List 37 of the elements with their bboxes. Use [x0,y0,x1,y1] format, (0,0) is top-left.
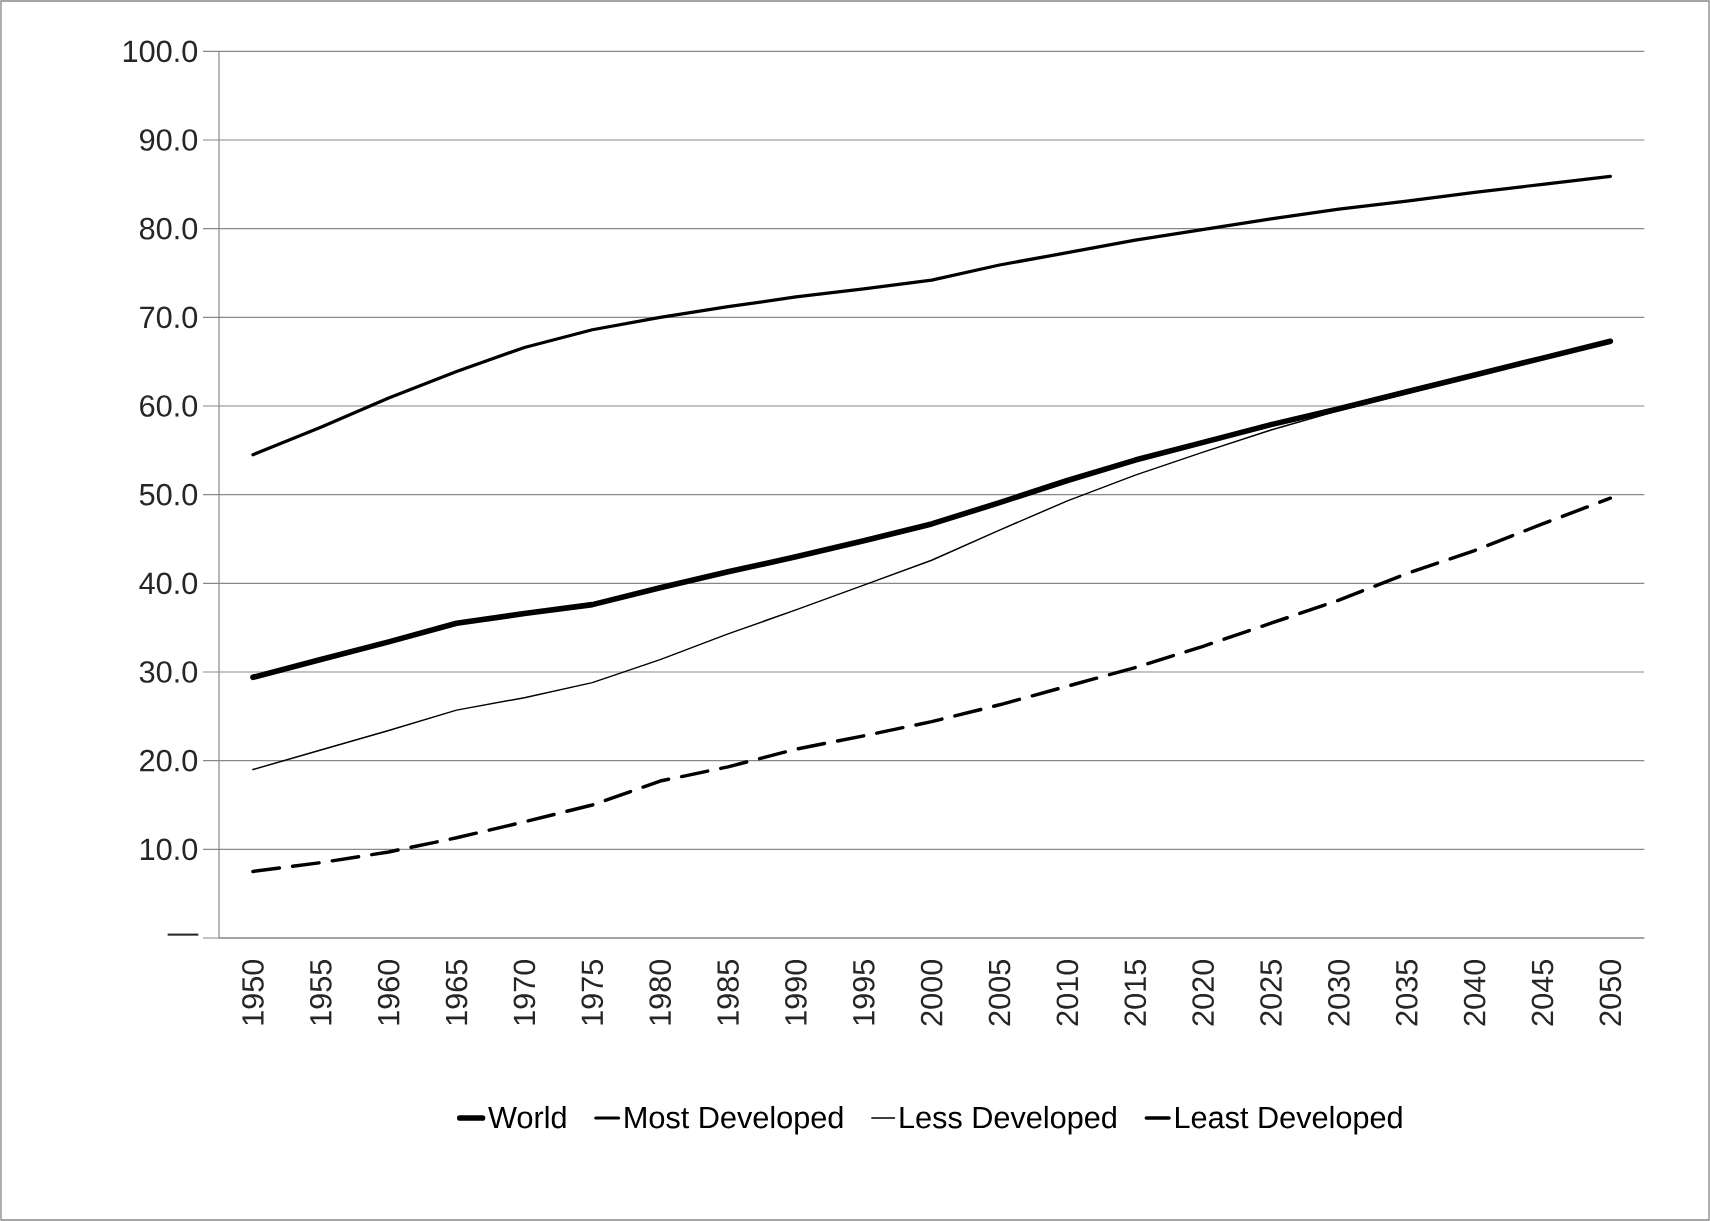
x-tick-label: 1955 [309,960,332,1025]
x-tick-label: 2000 [920,959,943,1026]
x-tick-label: 2010 [1056,959,1079,1026]
x-tick-label: 1965 [445,960,468,1025]
x-tick-label: 1950 [242,959,264,1025]
x-tick-label: 2015 [1124,960,1147,1026]
legend-label: Least Developed [1175,1105,1402,1135]
x-tick-label: 2025 [1260,960,1282,1026]
x-tick-label: 1980 [649,959,672,1025]
x-tick-label: 1975 [581,960,604,1025]
x-tick-label: 1995 [852,960,875,1025]
y-tick-label: 10.0 [140,838,198,861]
y-tick-label: 80.0 [139,217,198,240]
y-tick-label: — [167,933,199,936]
x-tick-label: 2030 [1328,959,1350,1026]
x-tick-label: 1990 [785,959,807,1025]
x-tick-label: 1970 [513,959,536,1025]
y-tick-label: 100.0 [123,40,198,63]
legend-label: Most Developed [625,1105,843,1135]
y-tick-label: 20.0 [140,749,198,772]
x-tick-label: 1985 [717,960,739,1025]
x-tick-label: 1960 [377,959,400,1025]
y-tick-label: 40.0 [139,572,198,595]
x-tick-label: 2050 [1599,959,1622,1026]
y-tick-label: 60.0 [140,395,198,417]
x-tick-label: 2040 [1463,959,1486,1026]
x-tick-label: 2005 [988,960,1011,1026]
x-tick-label: 2045 [1531,960,1554,1026]
y-tick-label: 90.0 [140,129,198,151]
legend-label: World [488,1105,566,1129]
x-tick-label: 2035 [1395,960,1418,1026]
x-tick-label: 2020 [1192,959,1214,1026]
legend-label: Less Developed [900,1105,1116,1135]
y-tick-label: 70.0 [140,306,198,329]
line-series [251,496,1613,874]
y-tick-label: 30.0 [139,661,198,683]
y-tick-label: 50.0 [139,483,198,506]
